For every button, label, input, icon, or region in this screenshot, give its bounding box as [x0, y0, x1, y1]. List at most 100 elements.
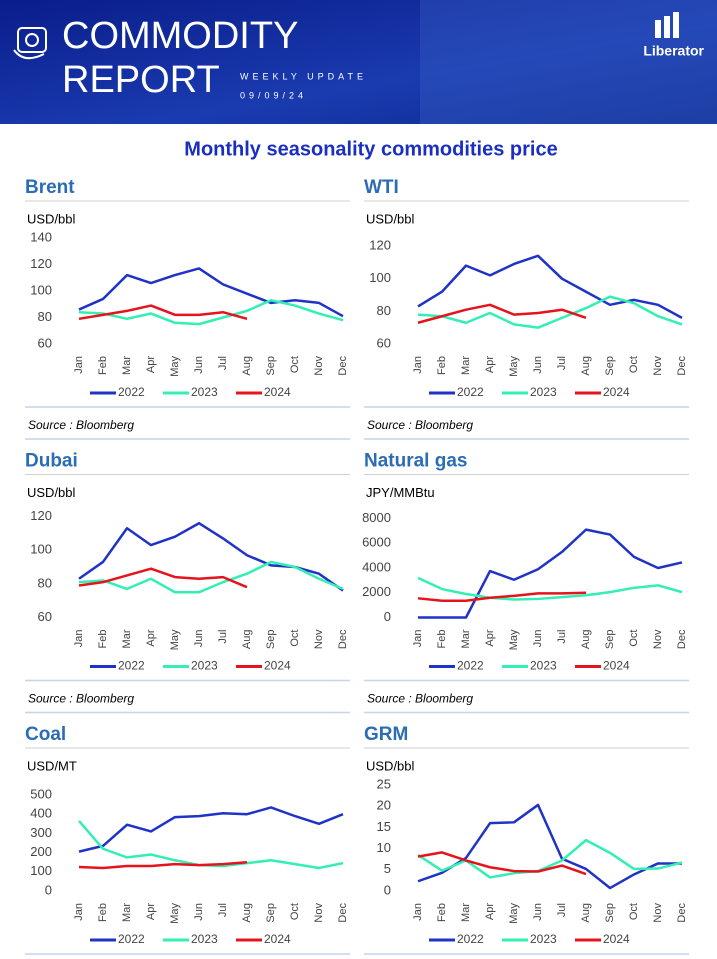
x-tick-label: May — [508, 903, 520, 924]
y-tick-label: 25 — [377, 776, 391, 791]
legend-label: 2022 — [457, 932, 484, 946]
legend-label: 2023 — [530, 659, 557, 673]
x-tick-label: May — [169, 356, 181, 377]
x-tick-label: Aug — [580, 356, 592, 376]
x-tick-label: Apr — [145, 903, 157, 920]
unit-label: JPY/MMBtu — [366, 485, 435, 500]
x-tick-label: Aug — [241, 630, 253, 650]
brand-logo — [655, 12, 679, 38]
legend-label: 2024 — [264, 385, 291, 399]
x-tick-label: Feb — [436, 630, 448, 649]
x-tick-label: Sep — [604, 630, 616, 650]
y-tick-label: 120 — [369, 237, 391, 252]
legend-label: 2024 — [264, 932, 291, 946]
series-line — [78, 299, 344, 326]
source-note: Source : Bloomberg — [28, 692, 134, 706]
x-tick-label: Oct — [289, 903, 301, 920]
source-note: Source : Bloomberg — [367, 692, 473, 706]
x-tick-label: Dec — [676, 629, 688, 649]
legend-label: 2023 — [530, 932, 557, 946]
x-tick-label: Feb — [97, 903, 109, 922]
x-tick-label: Jul — [556, 903, 568, 917]
x-tick-label: Oct — [289, 630, 301, 647]
series-line — [78, 860, 248, 870]
y-tick-label: 100 — [30, 282, 52, 297]
x-tick-label: Jun — [532, 630, 544, 648]
chart-title: Coal — [25, 724, 66, 745]
y-tick-label: 500 — [30, 786, 52, 801]
x-tick-label: Nov — [313, 903, 325, 923]
y-tick-label: 15 — [377, 819, 391, 834]
y-tick-label: 0 — [45, 882, 52, 897]
x-tick-label: Jun — [193, 630, 205, 648]
series-line — [417, 591, 587, 603]
y-tick-label: 80 — [377, 303, 391, 318]
y-tick-label: 10 — [377, 840, 391, 855]
y-tick-label: 100 — [30, 542, 52, 557]
x-tick-label: Sep — [265, 903, 277, 923]
x-tick-label: Nov — [652, 356, 664, 376]
x-tick-label: Jun — [532, 903, 544, 921]
y-tick-label: 4000 — [362, 559, 391, 574]
legend-label: 2023 — [530, 385, 557, 399]
legend-label: 2022 — [457, 385, 484, 399]
chart-title: Dubai — [25, 451, 78, 472]
x-tick-label: May — [169, 629, 181, 650]
x-tick-label: Jun — [532, 356, 544, 374]
unit-label: USD/bbl — [366, 758, 415, 773]
series-line — [417, 295, 683, 329]
x-tick-label: Mar — [460, 903, 472, 922]
y-tick-label: 6000 — [362, 535, 391, 550]
x-tick-label: Jun — [193, 903, 205, 921]
x-tick-label: Oct — [628, 356, 640, 373]
y-tick-label: 300 — [30, 825, 52, 840]
legend-label: 2024 — [603, 659, 630, 673]
unit-label: USD/bbl — [27, 211, 76, 226]
y-tick-label: 100 — [369, 270, 391, 285]
header-banner — [0, 0, 717, 124]
y-tick-label: 400 — [30, 806, 52, 821]
x-tick-label: Aug — [580, 903, 592, 923]
x-tick-label: Feb — [436, 903, 448, 922]
y-tick-label: 60 — [38, 335, 52, 350]
source-note: Source : Bloomberg — [28, 418, 134, 432]
unit-label: USD/bbl — [27, 485, 76, 500]
x-tick-label: Jul — [217, 903, 229, 917]
x-tick-label: Sep — [265, 356, 277, 376]
y-tick-label: 100 — [30, 863, 52, 878]
x-tick-label: Jan — [412, 903, 424, 921]
x-tick-label: Jul — [217, 630, 229, 644]
x-tick-label: Dec — [676, 903, 688, 923]
series-line — [418, 528, 683, 619]
x-tick-label: Nov — [313, 629, 325, 649]
x-tick-label: Mar — [460, 356, 472, 375]
x-tick-label: Feb — [436, 356, 448, 375]
chart-title: WTI — [364, 177, 399, 198]
series-line — [417, 803, 682, 890]
x-tick-label: Feb — [97, 630, 109, 649]
legend-label: 2023 — [191, 385, 218, 399]
x-tick-label: Aug — [241, 356, 253, 376]
series-line — [417, 303, 587, 324]
x-tick-label: Jan — [73, 356, 85, 374]
series-line — [78, 304, 248, 321]
y-tick-label: 20 — [377, 798, 391, 813]
x-tick-label: Jun — [193, 356, 205, 374]
series-line — [417, 851, 587, 876]
y-tick-label: 200 — [30, 844, 52, 859]
series-line — [78, 806, 344, 853]
series-line — [78, 820, 344, 870]
x-tick-label: Jan — [412, 356, 424, 374]
y-tick-label: 60 — [377, 335, 391, 350]
x-tick-label: May — [508, 629, 520, 650]
header-icon — [13, 27, 47, 60]
y-tick-label: 2000 — [362, 584, 391, 599]
x-tick-label: Nov — [652, 903, 664, 923]
series-line — [78, 521, 344, 592]
x-tick-label: Apr — [484, 903, 496, 920]
x-tick-label: Mar — [121, 903, 133, 922]
y-tick-label: 80 — [38, 575, 52, 590]
y-tick-label: 0 — [384, 882, 391, 897]
x-tick-label: Mar — [460, 629, 472, 648]
